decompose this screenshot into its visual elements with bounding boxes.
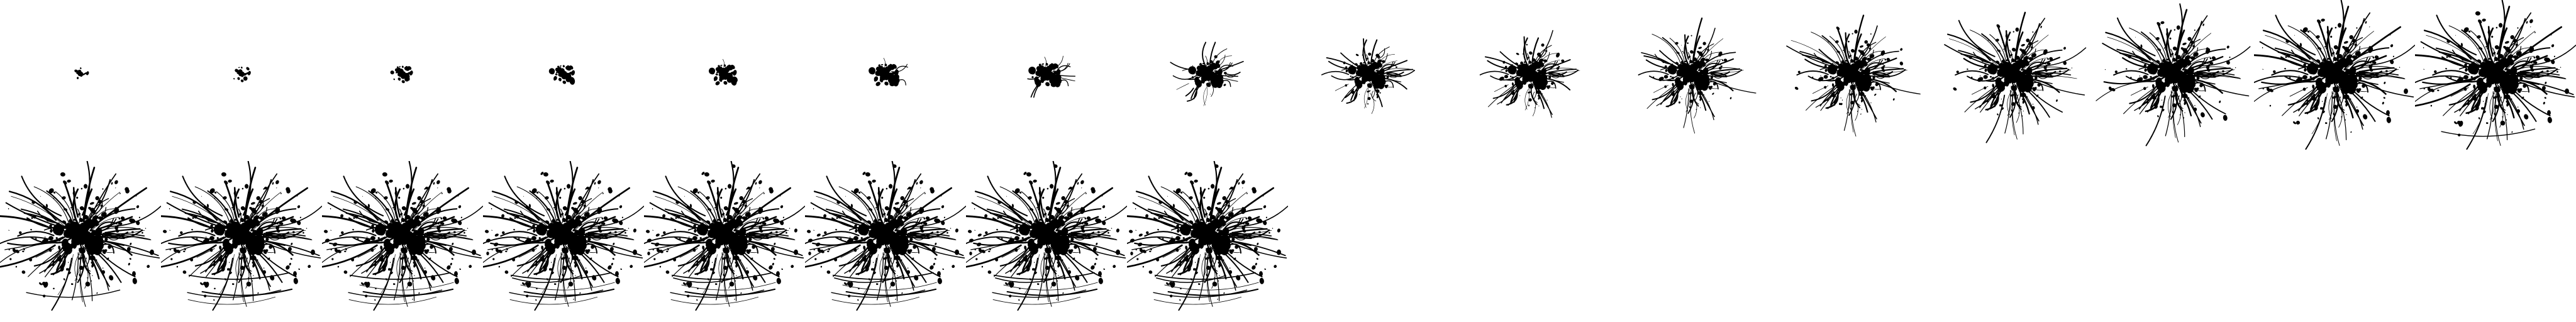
ink-splatter-icon bbox=[390, 65, 413, 84]
frame-2 bbox=[161, 0, 322, 161]
ink-splatter-icon bbox=[2096, 3, 2251, 147]
ink-splatter-icon bbox=[1479, 30, 1580, 118]
ink-splatter-icon bbox=[1127, 161, 1288, 311]
ink-splatter-icon bbox=[2254, 0, 2415, 150]
frame-7 bbox=[966, 0, 1127, 161]
frame-22 bbox=[805, 161, 966, 322]
frame-17 bbox=[0, 161, 161, 322]
frame-8 bbox=[1127, 0, 1288, 161]
ink-splatter-icon bbox=[966, 161, 1127, 311]
frame-24 bbox=[1127, 161, 1288, 322]
frame-20 bbox=[483, 161, 644, 322]
frame-18 bbox=[161, 161, 322, 322]
frame-4 bbox=[483, 0, 644, 161]
ink-splatter-icon bbox=[708, 58, 738, 86]
ink-splatter-icon bbox=[483, 161, 644, 311]
ink-splatter-icon bbox=[74, 67, 89, 79]
ink-splatter-icon bbox=[2415, 0, 2576, 150]
frame-5 bbox=[644, 0, 805, 161]
ink-splatter-icon bbox=[1638, 17, 1757, 134]
frame-1 bbox=[0, 0, 161, 161]
ink-splatter-icon bbox=[1027, 55, 1076, 98]
ink-splatter-icon bbox=[233, 67, 251, 82]
ink-splatter-icon bbox=[1170, 42, 1244, 106]
frame-15 bbox=[2254, 0, 2415, 161]
frame-19 bbox=[322, 161, 483, 322]
frame-23 bbox=[966, 161, 1127, 322]
frame-10 bbox=[1449, 0, 1610, 161]
frame-6 bbox=[805, 0, 966, 161]
frame-11 bbox=[1610, 0, 1771, 161]
ink-splatter-icon bbox=[805, 161, 966, 311]
ink-splatter-icon bbox=[1944, 11, 2087, 143]
ink-splatter-icon bbox=[644, 161, 805, 311]
ink-splatter-icon bbox=[0, 161, 161, 311]
frame-13 bbox=[1932, 0, 2093, 161]
ink-splatter-icon bbox=[1786, 14, 1921, 137]
ink-splatter-icon bbox=[869, 58, 908, 87]
frame-16 bbox=[2415, 0, 2576, 161]
ink-splatter-icon bbox=[548, 65, 575, 85]
ink-splatter-icon bbox=[161, 161, 322, 311]
frame-14 bbox=[2093, 0, 2254, 161]
frame-3 bbox=[322, 0, 483, 161]
frame-9 bbox=[1288, 0, 1449, 161]
ink-splatter-icon bbox=[1321, 38, 1415, 114]
frame-12 bbox=[1771, 0, 1932, 161]
ink-splatter-icon bbox=[322, 161, 483, 311]
frame-21 bbox=[644, 161, 805, 322]
